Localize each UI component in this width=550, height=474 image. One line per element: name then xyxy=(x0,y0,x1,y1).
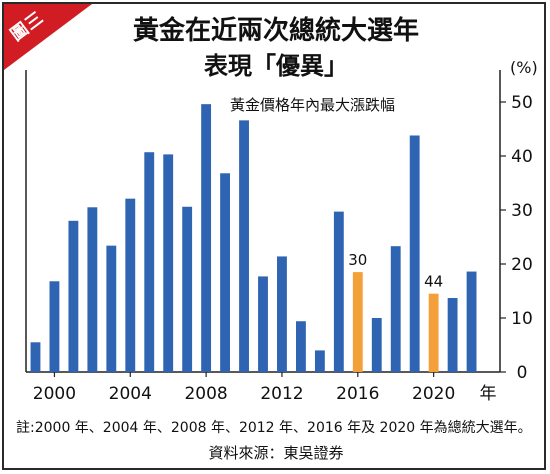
bar-2005 xyxy=(144,152,155,372)
y-tick-label: 0 xyxy=(517,363,528,383)
footnote: 註:2000 年、2004 年、2008 年、2012 年、2016 年及 20… xyxy=(16,420,532,436)
y-tick-label: 30 xyxy=(511,201,533,221)
bar-2003 xyxy=(106,245,117,372)
bar-2021 xyxy=(447,298,458,372)
bar-2010 xyxy=(239,120,249,372)
bar-2009 xyxy=(220,173,231,372)
y-axis-unit: (%) xyxy=(510,58,538,77)
bar-2015 xyxy=(333,211,344,372)
y-tick-label: 20 xyxy=(511,255,533,275)
bar-2008 xyxy=(201,104,212,372)
data-source: 資料來源：東吳證券 xyxy=(208,444,344,462)
bar-2004 xyxy=(125,198,136,372)
bar-2007 xyxy=(182,206,193,372)
bar-2020 xyxy=(428,293,439,372)
bar-2002 xyxy=(87,207,98,372)
y-tick-label: 40 xyxy=(511,147,533,167)
bar-1999 xyxy=(30,342,41,372)
bar-2013 xyxy=(295,321,306,372)
x-tick-label: 2020 xyxy=(412,384,455,404)
chart-title-line2: 表現「優異」 xyxy=(204,52,348,80)
bar-2000 xyxy=(49,281,60,372)
bar-2019 xyxy=(409,135,420,372)
x-tick-label: 2004 xyxy=(109,384,152,404)
data-label-2016: 30 xyxy=(348,251,367,269)
x-tick-label: 2000 xyxy=(33,384,76,404)
bar-2001 xyxy=(68,220,79,372)
x-tick-label: 2012 xyxy=(260,384,303,404)
bar-2018 xyxy=(390,246,401,372)
x-tick-label: 2008 xyxy=(184,384,227,404)
bar-2017 xyxy=(371,318,382,372)
bar-2011 xyxy=(258,276,268,372)
bar-2006 xyxy=(163,154,174,372)
bar-2014 xyxy=(314,350,325,372)
bar-2012 xyxy=(277,256,287,372)
chart-title-line1: 黃金在近兩次總統大選年 xyxy=(132,16,419,46)
data-label-2020: 44 xyxy=(424,273,443,291)
x-tick-label: 年 xyxy=(480,384,497,404)
bar-chart: 0 10 20 30 40 50 30 44 2000 2004 2008 2012 2016 2020 年 xyxy=(25,70,533,404)
series-label: 黃金價格年內最大漲跌幅 xyxy=(230,96,396,114)
bar-2016 xyxy=(352,272,363,372)
y-tick-label: 10 xyxy=(511,309,533,329)
y-tick-label: 50 xyxy=(511,93,533,113)
x-tick-label: 2016 xyxy=(336,384,379,404)
bar-2022 xyxy=(466,271,477,372)
